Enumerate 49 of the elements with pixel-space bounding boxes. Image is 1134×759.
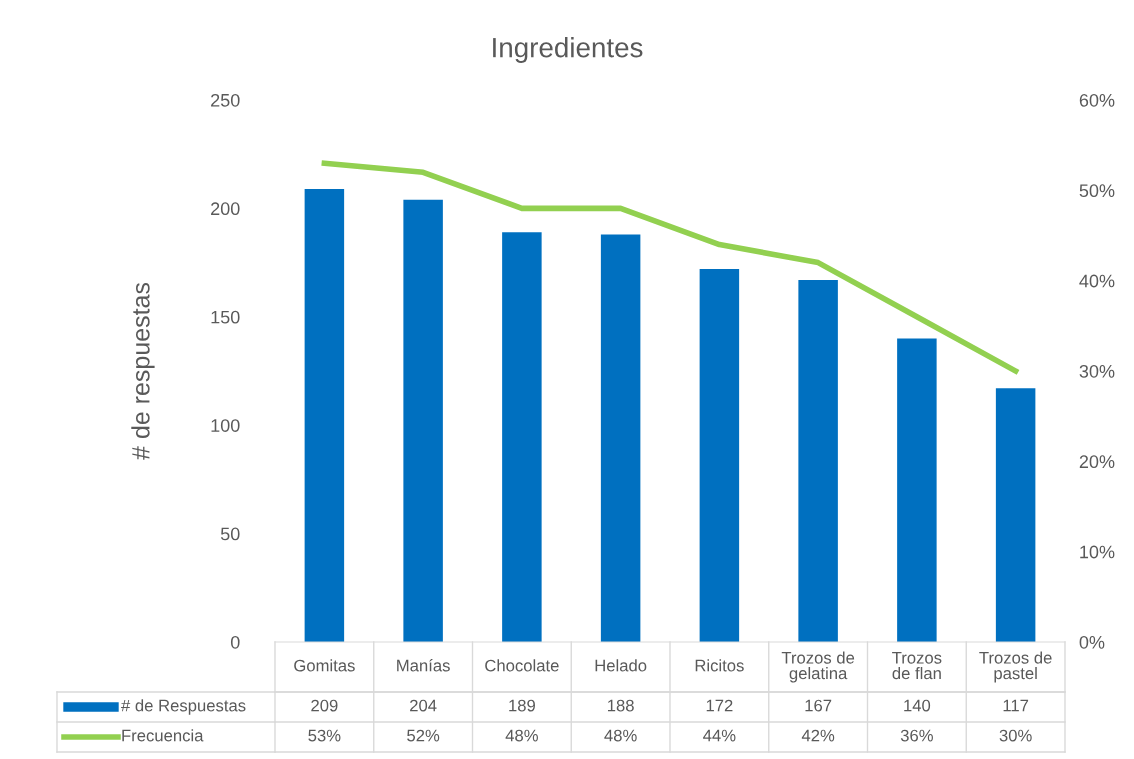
data-label: 44% xyxy=(703,729,736,742)
legend-label: Frecuencia xyxy=(122,729,204,742)
y-axis-title: # de respuestas xyxy=(131,282,155,460)
data-label: 209 xyxy=(311,699,338,712)
chart-title: Ingredientes xyxy=(493,37,643,63)
x-tick-label: Ricitos xyxy=(695,659,744,672)
bar xyxy=(699,269,740,642)
data-label: 30% xyxy=(999,729,1032,742)
y-tick-label: 0 xyxy=(230,635,240,649)
data-label: 42% xyxy=(801,729,835,742)
x-tick-label: Manías xyxy=(397,659,450,672)
y-tick-label: 150 xyxy=(211,310,240,324)
bar xyxy=(600,234,641,642)
data-label: 53% xyxy=(308,729,341,742)
bar xyxy=(995,388,1036,642)
y-tick-label: 200 xyxy=(211,202,240,216)
y-tick-label: 250 xyxy=(211,93,240,107)
y-tick-label: 100 xyxy=(211,419,240,432)
y2-tick-label: 50% xyxy=(1079,184,1115,198)
x-tick-label: Chocolate xyxy=(485,659,559,672)
data-label: 167 xyxy=(805,699,832,712)
x-tick-label: Trozos de pastel xyxy=(979,651,1052,683)
data-label: 188 xyxy=(607,699,634,712)
data-label: 117 xyxy=(1003,699,1029,712)
x-tick-label: Gomitas xyxy=(294,659,355,672)
data-label: 52% xyxy=(407,729,440,742)
data-label: 48% xyxy=(604,729,637,742)
data-label: 172 xyxy=(706,699,733,712)
y2-tick-label: 30% xyxy=(1079,364,1115,378)
y2-tick-label: 20% xyxy=(1079,455,1115,469)
data-label: 48% xyxy=(505,729,538,742)
y2-tick-label: 60% xyxy=(1079,93,1115,107)
x-tick-label: Trozos de gelatina xyxy=(781,651,855,683)
x-tick-label: Trozos de flan xyxy=(892,652,942,680)
data-label: 204 xyxy=(410,699,437,712)
bar xyxy=(304,188,345,642)
data-label: 36% xyxy=(900,729,933,742)
data-label: 140 xyxy=(904,699,931,712)
y-tick-label: 50 xyxy=(220,527,240,541)
bar xyxy=(798,279,838,642)
data-label: 189 xyxy=(509,699,535,712)
x-tick-label: Helado xyxy=(595,659,647,672)
bar xyxy=(897,338,937,642)
bar xyxy=(403,199,443,642)
legend-label: # de Respuestas xyxy=(121,699,246,715)
y2-tick-label: 10% xyxy=(1080,545,1115,559)
y2-tick-label: 0% xyxy=(1079,635,1105,649)
bar xyxy=(502,232,542,642)
y2-tick-label: 40% xyxy=(1079,274,1115,288)
